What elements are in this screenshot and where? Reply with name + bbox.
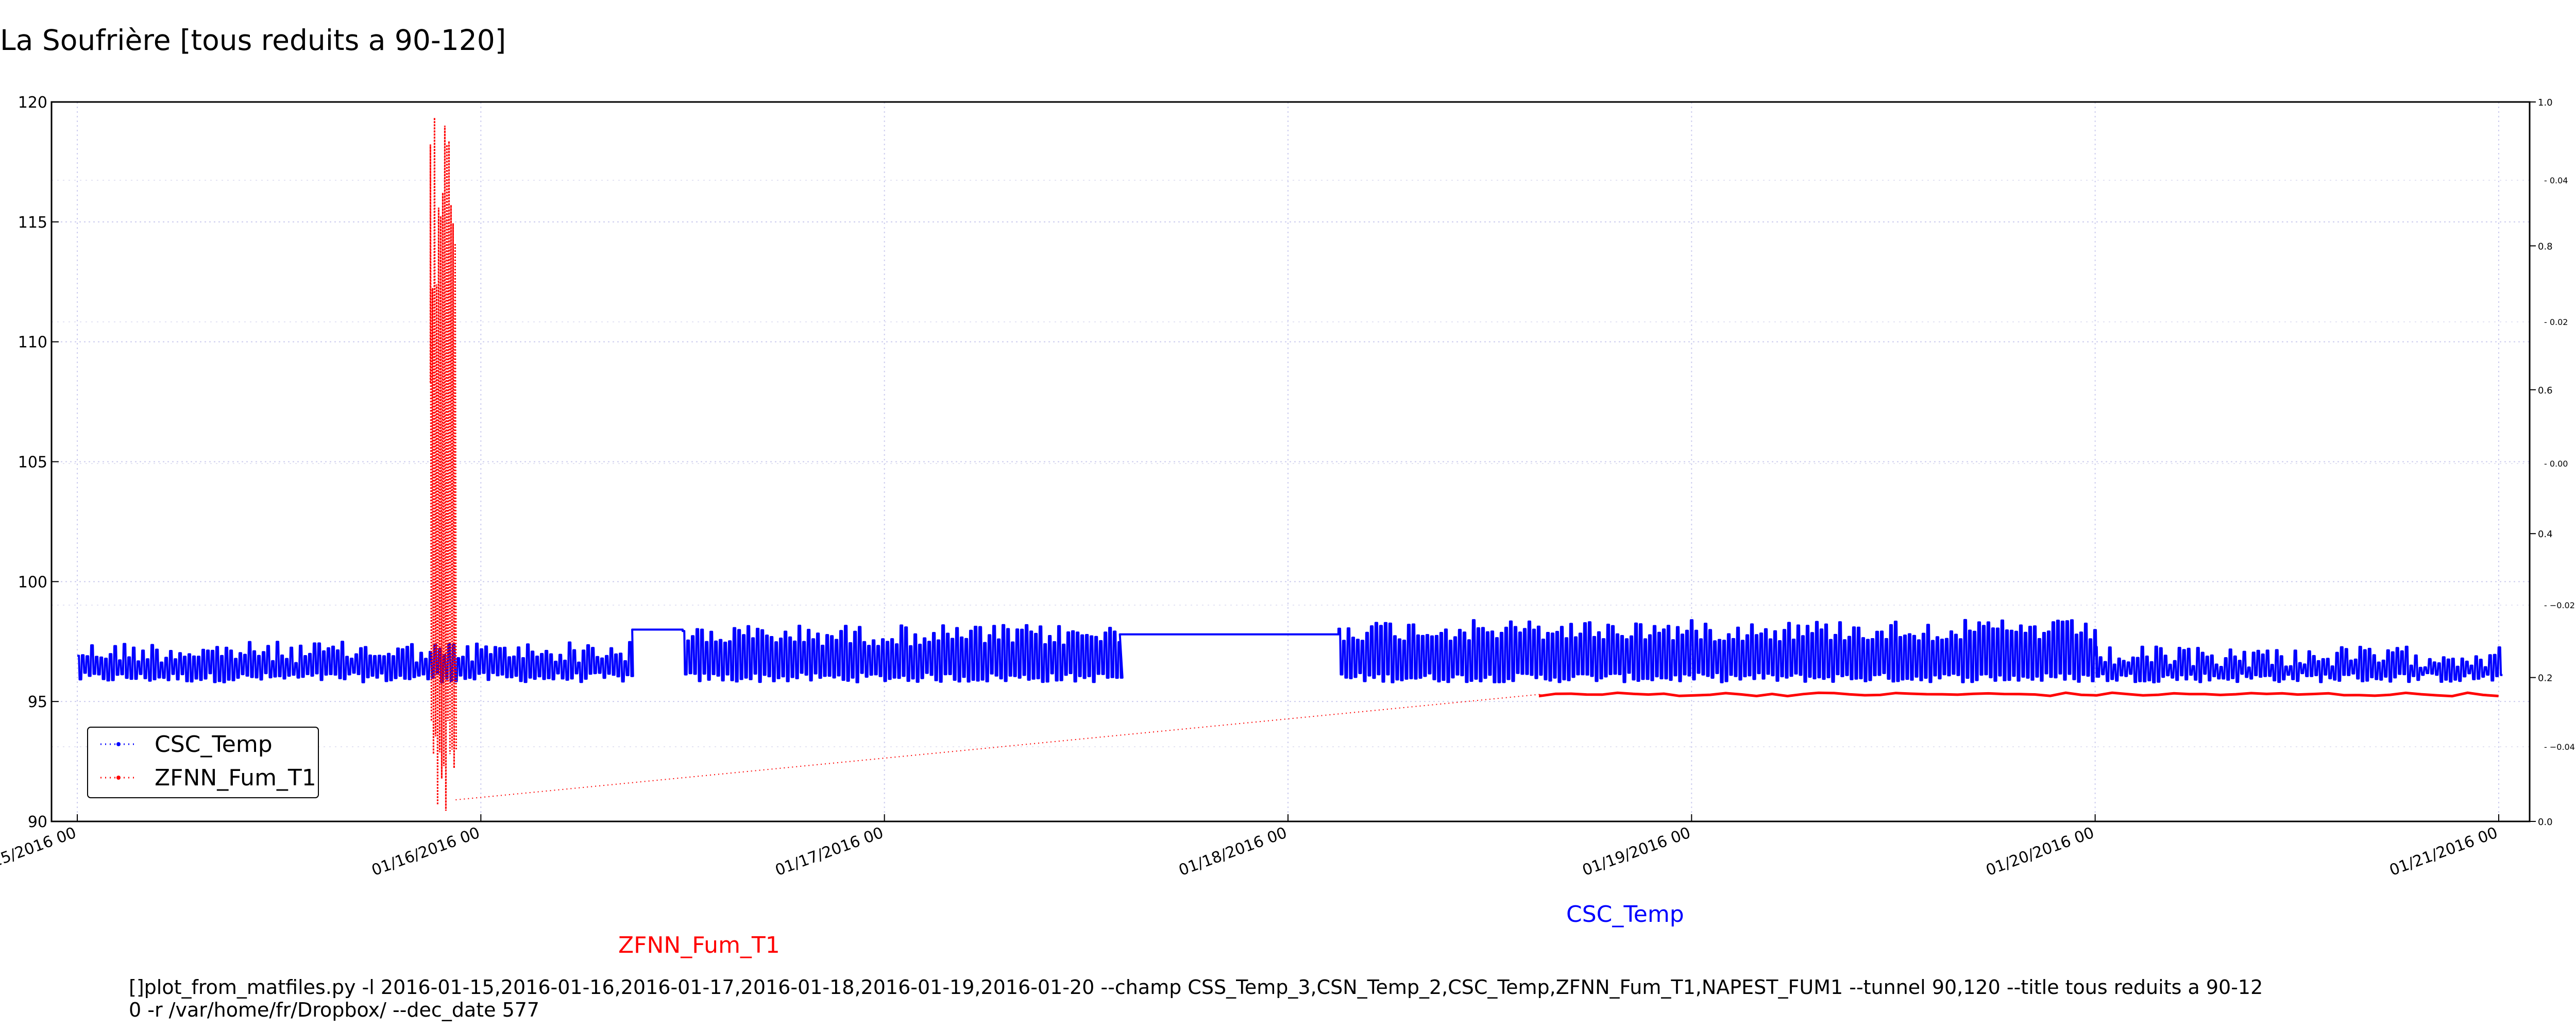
y-axis: 90 95 100 105 110 115 120 (18, 94, 59, 831)
right-axis-minor-label: - 0.04 (2544, 176, 2568, 185)
chart-title: La Soufrière [tous reduits a 90-120] (0, 24, 506, 57)
right-axis: 1.0 0.8 0.6 0.4 0.2 0.0 - 0.04 - 0.02 - 0.00 - −0… (2530, 97, 2575, 828)
legend-marker-zfnn-fum-t1 (116, 776, 121, 780)
series-layer (77, 117, 2503, 811)
series-line-csc-temp (77, 619, 2503, 683)
right-axis-minor-label: - −0.04 (2544, 742, 2575, 752)
series-label-csc-temp: CSC_Temp (1566, 901, 1684, 928)
legend-label-csc-temp: CSC_Temp (155, 731, 273, 758)
series-label-zfnn-fum-t1: ZFNN_Fum_T1 (618, 932, 780, 958)
command-line-2: 0 -r /var/home/fr/Dropbox/ --dec_date 57… (129, 999, 540, 1021)
series-line-zfnn-fum-t1 (1539, 691, 2499, 698)
y-tick-label: 115 (18, 214, 47, 232)
right-axis-minor-label: - 0.00 (2544, 459, 2568, 469)
command-line-caption: []plot_from_matfiles.py -l 2016-01-15,20… (129, 976, 2263, 1021)
y-tick-label: 100 (18, 573, 47, 591)
x-tick-label: 01/17/2016 00 (773, 824, 886, 880)
series-trend-zfnn-fum-t1 (455, 694, 1540, 801)
y-tick-label: 120 (18, 94, 47, 112)
y-tick-label: 90 (28, 813, 47, 831)
x-axis: 01/15/2016 00 01/16/2016 00 01/17/2016 00 0… (0, 814, 2500, 880)
grid-lines (52, 102, 2530, 821)
right-axis-tick-label: 1.0 (2538, 97, 2553, 108)
right-axis-tick-label: 0.2 (2538, 673, 2553, 684)
right-axis-tick-label: 0.8 (2538, 241, 2553, 252)
legend-marker-csc-temp (116, 742, 121, 746)
command-line-1: []plot_from_matfiles.py -l 2016-01-15,20… (129, 976, 2263, 999)
x-tick-label: 01/19/2016 00 (1580, 824, 1693, 880)
right-axis-minor-label: - −0.02 (2544, 600, 2575, 610)
legend-label-zfnn-fum-t1: ZFNN_Fum_T1 (155, 765, 316, 791)
legend: CSC_Temp ZFNN_Fum_T1 (87, 727, 319, 798)
legend-box (87, 727, 319, 798)
y-tick-label: 105 (18, 454, 47, 472)
right-axis-tick-label: 0.6 (2538, 385, 2553, 396)
x-tick-label: 01/16/2016 00 (369, 824, 482, 880)
y-tick-label: 95 (28, 693, 47, 711)
x-tick-label: 01/20/2016 00 (1984, 824, 2096, 880)
right-axis-minor-label: - 0.02 (2544, 317, 2568, 327)
right-axis-tick-label: 0.0 (2538, 817, 2553, 828)
y-tick-label: 110 (18, 334, 47, 352)
x-tick-label: 01/21/2016 00 (2387, 824, 2500, 880)
x-tick-label: 01/18/2016 00 (1176, 824, 1289, 880)
x-tick-label: 01/15/2016 00 (0, 824, 79, 880)
right-axis-tick-label: 0.4 (2538, 529, 2553, 540)
series-spike-zfnn-fum-t1 (429, 117, 457, 811)
